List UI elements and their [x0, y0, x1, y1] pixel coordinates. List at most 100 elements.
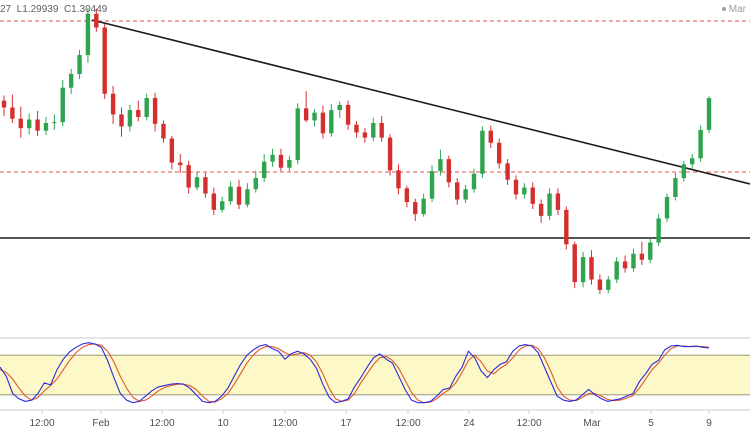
candle-body — [102, 27, 107, 94]
candle-body — [480, 130, 485, 174]
candle-body — [614, 261, 619, 280]
x-tick-label: 12:00 — [272, 418, 297, 429]
candle-body — [488, 130, 493, 143]
candle-body — [60, 87, 65, 123]
x-tick-label: Mar — [583, 418, 601, 429]
candle-body — [320, 112, 326, 134]
candle-body — [471, 173, 477, 190]
candle-body — [631, 253, 636, 269]
candle-body — [119, 114, 124, 127]
candle-body — [513, 179, 519, 195]
candle-body — [110, 93, 116, 115]
candle-body — [236, 186, 242, 205]
candle-body — [455, 182, 460, 200]
candle-body — [303, 108, 309, 121]
candle-body — [178, 162, 183, 166]
candle-body — [698, 129, 703, 159]
candle-body — [648, 242, 653, 260]
candle-body — [136, 110, 141, 117]
candle-body — [261, 161, 267, 179]
market-status-label: Mar — [728, 4, 746, 15]
candle-body — [538, 203, 544, 216]
candle-body — [127, 110, 133, 127]
candle-body — [295, 108, 300, 160]
x-tick-label: Feb — [92, 418, 110, 429]
candle-body — [622, 261, 628, 269]
candle-body — [429, 171, 435, 199]
status-dot-icon — [721, 7, 726, 12]
candle-body — [463, 189, 468, 200]
candle-body — [287, 159, 292, 168]
candle-body — [312, 112, 317, 121]
candle-body — [564, 209, 569, 245]
candle-body — [152, 98, 158, 124]
candle-body — [169, 138, 175, 163]
candle-body — [664, 196, 670, 219]
candle-body — [387, 137, 393, 171]
candle-body — [161, 123, 166, 139]
candle-body — [690, 158, 695, 165]
candle-body — [580, 257, 586, 283]
candle-body — [496, 142, 502, 164]
x-tick-label: 12:00 — [395, 418, 420, 429]
candle-body — [547, 193, 552, 216]
candle-body — [194, 177, 200, 188]
candle-body — [656, 218, 661, 243]
x-tick-label: 10 — [217, 418, 229, 429]
x-tick-label: 17 — [340, 418, 352, 429]
candle-body — [597, 279, 603, 290]
trend-line — [91, 19, 750, 185]
candle-body — [18, 118, 23, 129]
x-tick-label: 24 — [463, 418, 475, 429]
candle-body — [362, 132, 368, 138]
market-status: Mar — [721, 4, 746, 15]
candle-body — [186, 165, 191, 188]
candle-body — [396, 170, 401, 189]
candle-body — [438, 159, 443, 172]
candle-body — [270, 154, 275, 162]
candle-body — [673, 178, 678, 197]
candle-body — [94, 13, 99, 28]
x-tick-label: 9 — [706, 418, 712, 429]
candle-body — [681, 164, 687, 179]
candle-body — [706, 98, 712, 130]
ohlc-readout: 27 L1.29939 C1.30449 — [0, 4, 108, 15]
candle-body — [379, 122, 384, 138]
candle-body — [421, 198, 426, 215]
candle-body — [337, 104, 342, 111]
candle-body — [354, 124, 359, 133]
candle-body — [606, 279, 611, 290]
candle-body — [404, 188, 410, 203]
candle-body — [505, 163, 510, 180]
x-tick-label: 12:00 — [516, 418, 541, 429]
candle-body — [589, 257, 594, 280]
candle-body — [52, 122, 57, 124]
candle-body — [530, 187, 535, 204]
candle-body — [77, 55, 82, 74]
candle-body — [345, 104, 351, 125]
candle-body — [211, 193, 217, 210]
candle-body — [329, 110, 334, 134]
stochastic-k-line — [0, 342, 710, 404]
candle-body — [555, 193, 561, 210]
candle-body — [220, 201, 225, 210]
x-tick-label: 5 — [648, 418, 654, 429]
x-tick-label: 12:00 — [149, 418, 174, 429]
x-tick-label: 12:00 — [29, 418, 54, 429]
candle-body — [43, 122, 49, 131]
candle-body — [446, 159, 452, 183]
candle-body — [278, 154, 284, 168]
candle-body — [371, 122, 376, 138]
candle-body — [10, 107, 15, 119]
candle-body — [413, 202, 418, 215]
stochastic-band — [0, 355, 750, 395]
candle-body — [245, 189, 250, 205]
candle-body — [228, 186, 233, 202]
candle-body — [203, 177, 208, 194]
stochastic-d-line — [0, 343, 710, 404]
candle-body — [572, 244, 577, 283]
candle-body — [85, 13, 91, 56]
candle-body — [68, 73, 74, 88]
